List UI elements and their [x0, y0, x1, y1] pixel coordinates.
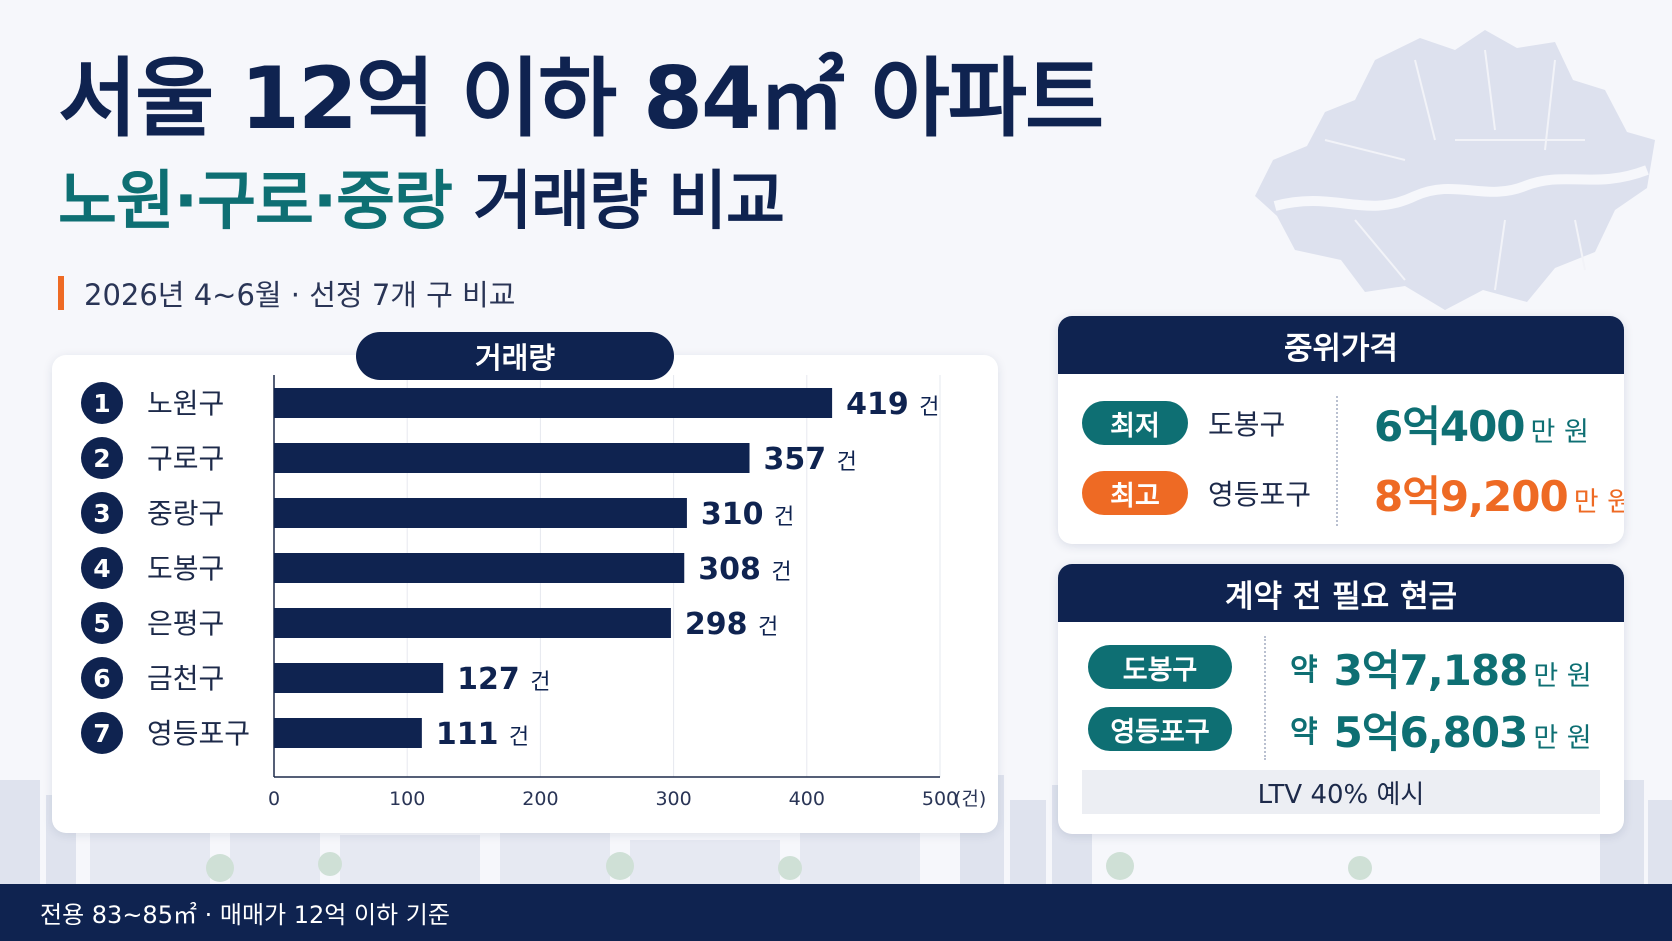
cash-unit: 만 원 [1533, 660, 1592, 692]
cash-row-dobong: 도봉구 약 3억7,188 만 원 [1088, 644, 1592, 695]
chart-card [52, 355, 998, 833]
district-name: 영등포구 [1208, 478, 1312, 511]
price-amount: 8억9,200 [1374, 471, 1569, 521]
rank-badge [81, 437, 123, 479]
price-amount: 6억400 [1374, 401, 1526, 451]
bar [274, 553, 685, 583]
rank-number: 3 [93, 499, 110, 528]
chart-title: 거래량 [356, 332, 674, 380]
rank-badge [81, 492, 123, 534]
category-label: 중랑구 [147, 497, 224, 530]
x-tick-label: 400 [789, 788, 825, 810]
rank-number: 4 [93, 554, 110, 583]
bar [274, 663, 444, 693]
median-price-row-low: 최저 도봉구 6억400 만 원 [1082, 400, 1589, 451]
rank-number: 2 [93, 444, 110, 473]
value-unit: 건 [509, 725, 529, 750]
page-subtitle: 노원·구로·중랑 거래량 비교 [58, 165, 785, 240]
bar [274, 608, 671, 638]
x-tick-label: 500 [922, 788, 958, 810]
cash-unit: 만 원 [1533, 722, 1592, 754]
rank-badge [81, 657, 123, 699]
value-label: 310 건 [701, 497, 794, 532]
page-title: 서울 12억 이하 84㎡ 아파트 [58, 49, 1104, 149]
price-value: 6억400 만 원 [1374, 393, 1589, 454]
approx-label: 약 [1290, 653, 1318, 688]
x-tick-label: 300 [655, 788, 691, 810]
divider [1336, 396, 1338, 526]
subtitle-comparison: 거래량 비교 [451, 165, 785, 239]
volume-bar-chart: 0 100 200 300 400 500(건) 1 노원구 419 건 2 구로구 357 건 3 중랑… [81, 375, 986, 810]
value-label: 357 건 [764, 442, 857, 477]
cash-value: 약 5억6,803 만 원 [1290, 699, 1592, 760]
price-unit: 만 원 [1530, 416, 1589, 448]
x-tick-label: 0 [268, 788, 280, 810]
ltv-note: LTV 40% 예시 [1082, 770, 1600, 814]
value-label: 127 건 [457, 662, 550, 697]
cash-value: 약 3억7,188 만 원 [1290, 637, 1592, 698]
rank-number: 6 [93, 664, 110, 693]
seoul-map-illustration [1255, 30, 1655, 310]
approx-label: 약 [1290, 715, 1318, 750]
median-price-title: 중위가격 [1058, 316, 1624, 374]
median-price-row-high: 최고 영등포구 8억9,200 만 원 [1082, 470, 1624, 521]
value-label: 298 건 [685, 607, 778, 642]
accent-mark [58, 276, 64, 310]
rank-number: 7 [93, 719, 110, 748]
x-tick-label: 100 [389, 788, 425, 810]
value-unit: 건 [774, 505, 794, 530]
cash-needed-title: 계약 전 필요 현금 [1058, 564, 1624, 622]
value-label: 308 건 [698, 552, 791, 587]
price-value: 8억9,200 만 원 [1374, 463, 1624, 524]
tag-lowest: 최저 [1082, 401, 1188, 445]
price-unit: 만 원 [1573, 486, 1624, 518]
category-label: 은평구 [147, 607, 224, 640]
cash-needed-card: 계약 전 필요 현금 도봉구 약 3억7,188 만 원 영등포구 약 5억6,8… [1058, 564, 1624, 834]
value-label: 419 건 [846, 387, 939, 422]
bar [274, 718, 422, 748]
rank-number: 5 [93, 609, 110, 638]
value-unit: 건 [919, 395, 939, 420]
value-unit: 건 [530, 670, 550, 695]
rank-badge [81, 382, 123, 424]
rank-badge [81, 547, 123, 589]
bar [274, 443, 750, 473]
cash-amount-wrap: 5억6,803 만 원 [1334, 699, 1592, 760]
value-label: 111 건 [436, 717, 529, 752]
median-price-card: 중위가격 최저 도봉구 6억400 만 원 최고 영등포구 8억9,200 만 원 [1058, 316, 1624, 544]
rank-number: 1 [93, 389, 110, 418]
tag-highest: 최고 [1082, 471, 1188, 515]
footer-note: 전용 83~85㎡ · 매매가 12억 이하 기준 [0, 884, 1672, 941]
divider [1264, 636, 1266, 760]
value-unit: 건 [837, 450, 857, 475]
category-label: 금천구 [147, 662, 224, 695]
district-tag: 도봉구 [1088, 645, 1232, 689]
cash-row-yeongdeungpo: 영등포구 약 5억6,803 만 원 [1088, 706, 1592, 757]
bar [274, 388, 833, 418]
district-name: 도봉구 [1208, 408, 1286, 441]
category-label: 노원구 [147, 387, 224, 420]
category-label: 영등포구 [147, 717, 250, 750]
category-label: 도봉구 [147, 552, 224, 585]
period-text: 2026년 4~6월 · 선정 7개 구 비교 [84, 278, 516, 312]
cash-amount: 5억6,803 [1333, 707, 1529, 757]
subtitle-districts: 노원·구로·중랑 [58, 165, 453, 239]
x-axis-unit: (건) [954, 788, 986, 810]
district-tag: 영등포구 [1088, 707, 1232, 751]
x-tick-label: 200 [522, 788, 558, 810]
cash-amount-wrap: 3억7,188 만 원 [1334, 637, 1592, 698]
value-unit: 건 [758, 615, 778, 640]
period-label: 2026년 4~6월 · 선정 7개 구 비교 [58, 274, 515, 312]
value-unit: 건 [771, 560, 791, 585]
rank-badge [81, 602, 123, 644]
category-label: 구로구 [147, 442, 224, 475]
rank-badge [81, 712, 123, 754]
bar [274, 498, 687, 528]
cash-amount: 3억7,188 [1333, 645, 1529, 695]
